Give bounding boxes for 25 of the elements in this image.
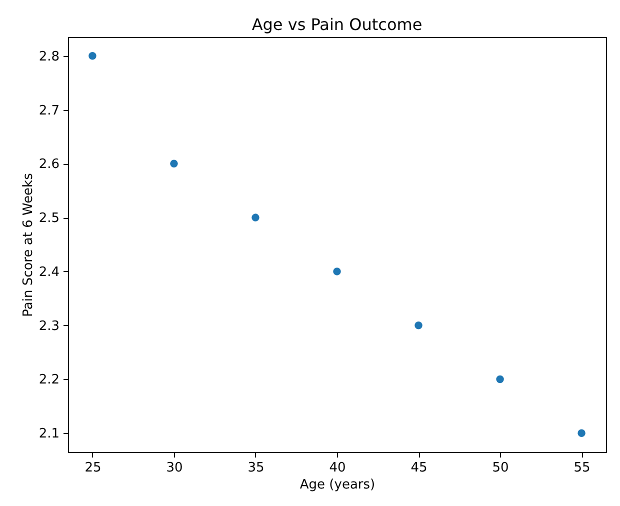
y-tick-label: 2.7 — [38, 103, 60, 118]
y-tick-label: 2.6 — [38, 157, 60, 172]
x-tick-label: 35 — [248, 460, 264, 476]
x-tick-label: 55 — [574, 460, 590, 476]
point — [414, 321, 422, 330]
y-tick-label: 2.5 — [38, 211, 60, 226]
point — [252, 214, 260, 222]
x-tick-label: 25 — [84, 460, 102, 476]
point — [170, 160, 178, 168]
x-tick-label: 50 — [492, 460, 509, 476]
point — [333, 268, 341, 276]
point — [496, 375, 504, 384]
chart-title: Age vs Pain Outcome — [252, 15, 422, 34]
y-tick-label: 2.1 — [38, 426, 60, 442]
x-tick-label: 45 — [410, 460, 428, 476]
point — [578, 429, 586, 437]
x-axis-title: Age (years) — [300, 478, 376, 492]
x-tick-label: 40 — [329, 460, 346, 476]
y-tick-label: 2.3 — [38, 318, 60, 334]
y-tick-label: 2.8 — [38, 49, 60, 64]
y-tick-label: 2.4 — [38, 264, 60, 280]
y-axis-title: Pain Score at 6 Weeks — [20, 172, 36, 317]
point — [88, 52, 96, 60]
y-tick-label: 2.2 — [38, 372, 60, 388]
x-tick-label: 30 — [166, 460, 183, 476]
